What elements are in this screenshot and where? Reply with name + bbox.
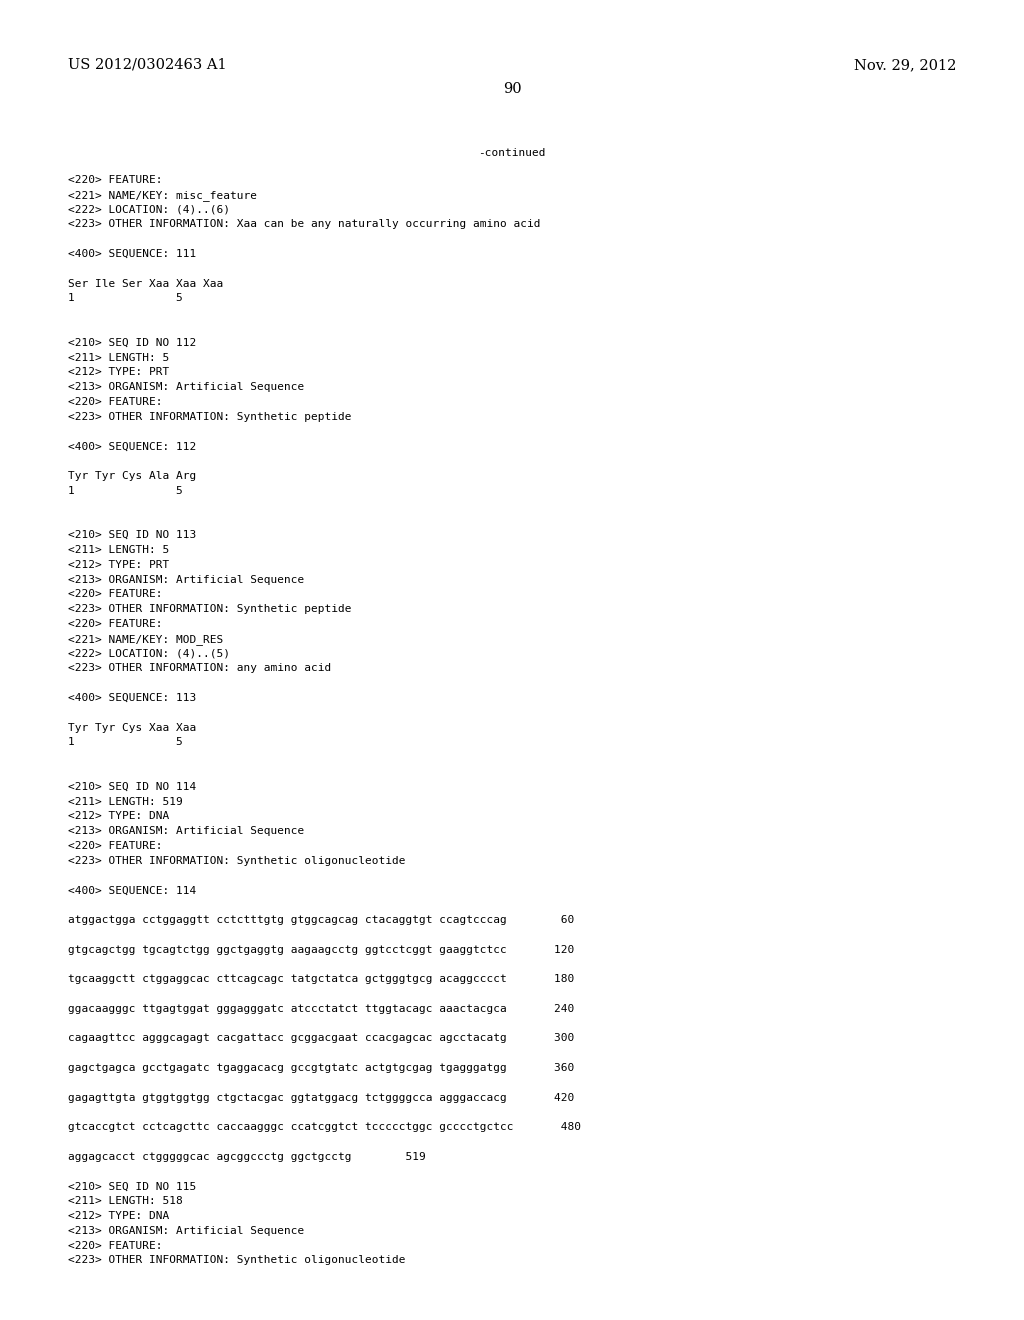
Text: cagaagttcc agggcagagt cacgattacc gcggacgaat ccacgagcac agcctacatg       300: cagaagttcc agggcagagt cacgattacc gcggacg… bbox=[68, 1034, 574, 1043]
Text: gagctgagca gcctgagatc tgaggacacg gccgtgtatc actgtgcgag tgagggatgg       360: gagctgagca gcctgagatc tgaggacacg gccgtgt… bbox=[68, 1063, 574, 1073]
Text: <221> NAME/KEY: MOD_RES: <221> NAME/KEY: MOD_RES bbox=[68, 634, 223, 644]
Text: <222> LOCATION: (4)..(6): <222> LOCATION: (4)..(6) bbox=[68, 205, 230, 215]
Text: <210> SEQ ID NO 112: <210> SEQ ID NO 112 bbox=[68, 338, 197, 347]
Text: Ser Ile Ser Xaa Xaa Xaa: Ser Ile Ser Xaa Xaa Xaa bbox=[68, 279, 223, 289]
Text: <213> ORGANISM: Artificial Sequence: <213> ORGANISM: Artificial Sequence bbox=[68, 1226, 304, 1236]
Text: -continued: -continued bbox=[478, 148, 546, 158]
Text: 90: 90 bbox=[503, 82, 521, 96]
Text: <212> TYPE: PRT: <212> TYPE: PRT bbox=[68, 560, 169, 570]
Text: <212> TYPE: DNA: <212> TYPE: DNA bbox=[68, 812, 169, 821]
Text: gagagttgta gtggtggtgg ctgctacgac ggtatggacg tctggggcca agggaccacg       420: gagagttgta gtggtggtgg ctgctacgac ggtatgg… bbox=[68, 1093, 574, 1102]
Text: atggactgga cctggaggtt cctctttgtg gtggcagcag ctacaggtgt ccagtcccag        60: atggactgga cctggaggtt cctctttgtg gtggcag… bbox=[68, 915, 574, 925]
Text: <223> OTHER INFORMATION: any amino acid: <223> OTHER INFORMATION: any amino acid bbox=[68, 664, 331, 673]
Text: 1               5: 1 5 bbox=[68, 738, 182, 747]
Text: gtgcagctgg tgcagtctgg ggctgaggtg aagaagcctg ggtcctcggt gaaggtctcc       120: gtgcagctgg tgcagtctgg ggctgaggtg aagaagc… bbox=[68, 945, 574, 954]
Text: Tyr Tyr Cys Ala Arg: Tyr Tyr Cys Ala Arg bbox=[68, 471, 197, 480]
Text: <223> OTHER INFORMATION: Synthetic peptide: <223> OTHER INFORMATION: Synthetic pepti… bbox=[68, 412, 351, 422]
Text: <210> SEQ ID NO 113: <210> SEQ ID NO 113 bbox=[68, 531, 197, 540]
Text: <220> FEATURE:: <220> FEATURE: bbox=[68, 176, 163, 185]
Text: <213> ORGANISM: Artificial Sequence: <213> ORGANISM: Artificial Sequence bbox=[68, 383, 304, 392]
Text: <220> FEATURE:: <220> FEATURE: bbox=[68, 590, 163, 599]
Text: aggagcacct ctgggggcac agcggccctg ggctgcctg        519: aggagcacct ctgggggcac agcggccctg ggctgcc… bbox=[68, 1152, 426, 1162]
Text: <210> SEQ ID NO 115: <210> SEQ ID NO 115 bbox=[68, 1181, 197, 1192]
Text: tgcaaggctt ctggaggcac cttcagcagc tatgctatca gctgggtgcg acaggcccct       180: tgcaaggctt ctggaggcac cttcagcagc tatgcta… bbox=[68, 974, 574, 985]
Text: <211> LENGTH: 519: <211> LENGTH: 519 bbox=[68, 796, 182, 807]
Text: <212> TYPE: PRT: <212> TYPE: PRT bbox=[68, 367, 169, 378]
Text: Tyr Tyr Cys Xaa Xaa: Tyr Tyr Cys Xaa Xaa bbox=[68, 722, 197, 733]
Text: <223> OTHER INFORMATION: Xaa can be any naturally occurring amino acid: <223> OTHER INFORMATION: Xaa can be any … bbox=[68, 219, 541, 230]
Text: <211> LENGTH: 5: <211> LENGTH: 5 bbox=[68, 352, 169, 363]
Text: <400> SEQUENCE: 111: <400> SEQUENCE: 111 bbox=[68, 249, 197, 259]
Text: <213> ORGANISM: Artificial Sequence: <213> ORGANISM: Artificial Sequence bbox=[68, 826, 304, 836]
Text: <211> LENGTH: 5: <211> LENGTH: 5 bbox=[68, 545, 169, 554]
Text: <400> SEQUENCE: 112: <400> SEQUENCE: 112 bbox=[68, 441, 197, 451]
Text: Nov. 29, 2012: Nov. 29, 2012 bbox=[854, 58, 956, 73]
Text: <220> FEATURE:: <220> FEATURE: bbox=[68, 397, 163, 407]
Text: <223> OTHER INFORMATION: Synthetic oligonucleotide: <223> OTHER INFORMATION: Synthetic oligo… bbox=[68, 1255, 406, 1266]
Text: US 2012/0302463 A1: US 2012/0302463 A1 bbox=[68, 58, 226, 73]
Text: <223> OTHER INFORMATION: Synthetic oligonucleotide: <223> OTHER INFORMATION: Synthetic oligo… bbox=[68, 855, 406, 866]
Text: <211> LENGTH: 518: <211> LENGTH: 518 bbox=[68, 1196, 182, 1206]
Text: gtcaccgtct cctcagcttc caccaagggc ccatcggtct tccccctggc gcccctgctcc       480: gtcaccgtct cctcagcttc caccaagggc ccatcgg… bbox=[68, 1122, 581, 1133]
Text: ggacaagggc ttgagtggat gggagggatc atccctatct ttggtacagc aaactacgca       240: ggacaagggc ttgagtggat gggagggatc atcccta… bbox=[68, 1003, 574, 1014]
Text: <210> SEQ ID NO 114: <210> SEQ ID NO 114 bbox=[68, 781, 197, 792]
Text: <221> NAME/KEY: misc_feature: <221> NAME/KEY: misc_feature bbox=[68, 190, 257, 201]
Text: <400> SEQUENCE: 113: <400> SEQUENCE: 113 bbox=[68, 693, 197, 704]
Text: 1               5: 1 5 bbox=[68, 293, 182, 304]
Text: <220> FEATURE:: <220> FEATURE: bbox=[68, 841, 163, 851]
Text: <220> FEATURE:: <220> FEATURE: bbox=[68, 1241, 163, 1250]
Text: <212> TYPE: DNA: <212> TYPE: DNA bbox=[68, 1210, 169, 1221]
Text: <220> FEATURE:: <220> FEATURE: bbox=[68, 619, 163, 630]
Text: <223> OTHER INFORMATION: Synthetic peptide: <223> OTHER INFORMATION: Synthetic pepti… bbox=[68, 605, 351, 614]
Text: <213> ORGANISM: Artificial Sequence: <213> ORGANISM: Artificial Sequence bbox=[68, 574, 304, 585]
Text: 1               5: 1 5 bbox=[68, 486, 182, 496]
Text: <400> SEQUENCE: 114: <400> SEQUENCE: 114 bbox=[68, 886, 197, 895]
Text: <222> LOCATION: (4)..(5): <222> LOCATION: (4)..(5) bbox=[68, 648, 230, 659]
